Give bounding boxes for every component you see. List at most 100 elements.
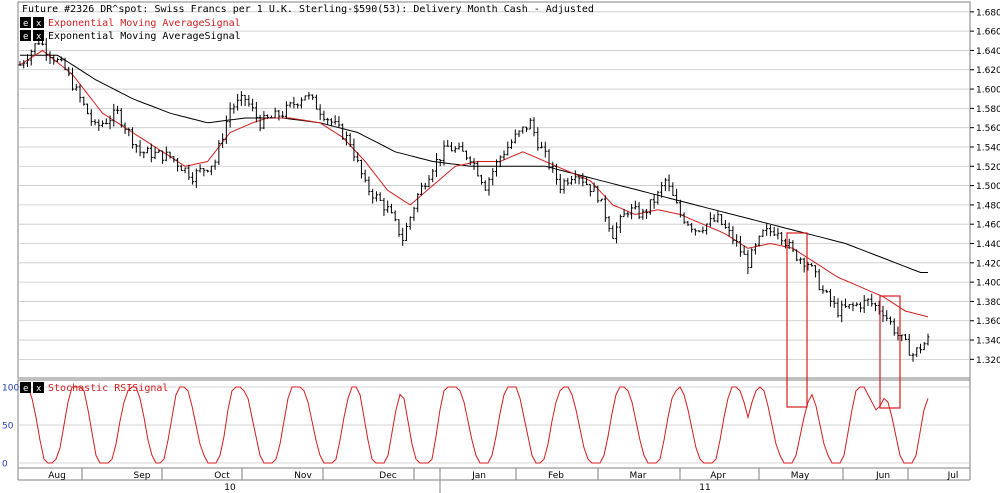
- stoch-y-axis-labels: 100 50 0: [2, 384, 19, 470]
- ohlc-bar: [922, 341, 926, 351]
- ohlc-bar: [299, 97, 303, 109]
- ohlc-bar: [615, 222, 619, 244]
- close-button[interactable]: [33, 30, 44, 41]
- y-tick-label: 1.5600: [976, 124, 1000, 134]
- ohlc-bar: [795, 249, 799, 262]
- ohlc-bar: [570, 175, 574, 185]
- ohlc-bar: [555, 163, 559, 185]
- ohlc-bar: [44, 37, 48, 61]
- ohlc-bar: [622, 209, 626, 218]
- ohlc-bar: [397, 219, 401, 237]
- month-label: Nov: [294, 471, 312, 481]
- ohlc-bar: [772, 226, 776, 237]
- ohlc-bar: [239, 91, 243, 106]
- ohlc-bar: [521, 126, 525, 134]
- ohlc-bar: [712, 214, 716, 222]
- ohlc-bar: [93, 119, 97, 126]
- ohlc-bar: [314, 94, 318, 110]
- ohlc-bar: [836, 298, 840, 318]
- month-label: May: [791, 471, 810, 481]
- ohlc-bar: [618, 214, 622, 234]
- ohlc-bar: [52, 54, 56, 65]
- ohlc-bar: [269, 115, 273, 119]
- ohlc-bar: [389, 203, 393, 214]
- legend-row-ema-slow[interactable]: e x Exponential Moving AverageSignal: [20, 30, 241, 42]
- legend-row-ema-fast[interactable]: e x Exponential Moving AverageSignal: [20, 17, 241, 29]
- highlight-box-jun: [879, 295, 901, 409]
- ohlc-bar: [742, 245, 746, 255]
- ohlc-bar: [525, 126, 529, 133]
- ohlc-bar: [873, 302, 877, 312]
- ohlc-bar: [502, 150, 506, 160]
- ohlc-bar: [138, 140, 142, 157]
- legend-label-ema-fast: Exponential Moving AverageSignal: [48, 18, 241, 29]
- ohlc-bar: [116, 105, 120, 115]
- y-axis-labels: 1.6800 1.6600 1.6400 1.6200 1.6000 1.5800 1.56…: [970, 8, 1000, 366]
- month-label: Oct: [214, 471, 230, 481]
- ohlc-bar: [810, 263, 814, 267]
- close-button[interactable]: [33, 382, 44, 393]
- ohlc-bar: [656, 190, 660, 205]
- ohlc-bar: [232, 103, 236, 114]
- month-label: Mar: [630, 471, 647, 481]
- month-label: Feb: [548, 471, 564, 481]
- ohlc-bar: [738, 235, 742, 257]
- y-tick-label: 1.6800: [976, 8, 1000, 18]
- ohlc-bar: [506, 141, 510, 156]
- ohlc-bar: [671, 182, 675, 196]
- ohlc-bar: [303, 95, 307, 101]
- ohlc-bar: [228, 102, 232, 128]
- ohlc-bar: [705, 223, 709, 235]
- ohlc-bar: [247, 94, 251, 107]
- ohlc-bar: [543, 141, 547, 158]
- ohlc-bar: [326, 117, 330, 125]
- ohlc-bar: [892, 318, 896, 336]
- ohlc-bar: [562, 178, 566, 194]
- ohlc-bar: [446, 139, 450, 147]
- month-label: Apr: [710, 471, 726, 481]
- ohlc-bar: [483, 180, 487, 191]
- stoch-rsi-line: [19, 386, 929, 464]
- ohlc-bar: [284, 101, 288, 119]
- ohlc-bar: [251, 98, 255, 112]
- ohlc-bar: [611, 225, 615, 240]
- ohlc-bar: [798, 257, 802, 264]
- ohlc-bar: [761, 229, 765, 238]
- e-button[interactable]: [20, 30, 31, 41]
- ohlc-bar: [690, 222, 694, 233]
- legend-row-stoch[interactable]: e x Stochastic RSISignal: [20, 382, 168, 394]
- ohlc-bar: [419, 182, 423, 196]
- ohlc-bar: [862, 295, 866, 313]
- ohlc-bar: [757, 235, 761, 247]
- ohlc-bar: [431, 168, 435, 183]
- ohlc-bar: [104, 118, 108, 125]
- legend-label-ema-slow: Exponential Moving AverageSignal: [48, 31, 241, 42]
- ohlc-bar: [855, 302, 859, 307]
- ohlc-bar: [480, 174, 484, 185]
- ohlc-bar: [262, 111, 266, 130]
- ohlc-bar: [318, 104, 322, 121]
- close-button[interactable]: [33, 17, 44, 28]
- ohlc-bar: [243, 94, 247, 106]
- y-tick-label: 1.5000: [976, 182, 1000, 192]
- ohlc-bar: [161, 150, 165, 164]
- ohlc-bar: [780, 231, 784, 246]
- month-label: Jan: [471, 471, 486, 481]
- ohlc-bar: [660, 181, 664, 198]
- ohlc-bar: [847, 304, 851, 309]
- month-label: Sep: [134, 471, 151, 481]
- ohlc-bar: [179, 165, 183, 171]
- ohlc-bar: [127, 127, 131, 137]
- ohlc-bar: [513, 129, 517, 144]
- e-button[interactable]: [20, 382, 31, 393]
- ohlc-bar: [378, 192, 382, 201]
- ohlc-bar: [472, 158, 476, 170]
- ohlc-bar: [427, 175, 431, 188]
- ohlc-bar: [551, 161, 555, 173]
- ohlc-bar: [558, 173, 562, 194]
- ohlc-bar: [307, 92, 311, 100]
- e-button[interactable]: [20, 17, 31, 28]
- ohlc-bar: [716, 211, 720, 223]
- ohlc-bar: [374, 191, 378, 202]
- y-tick-label: 1.6600: [976, 28, 1000, 38]
